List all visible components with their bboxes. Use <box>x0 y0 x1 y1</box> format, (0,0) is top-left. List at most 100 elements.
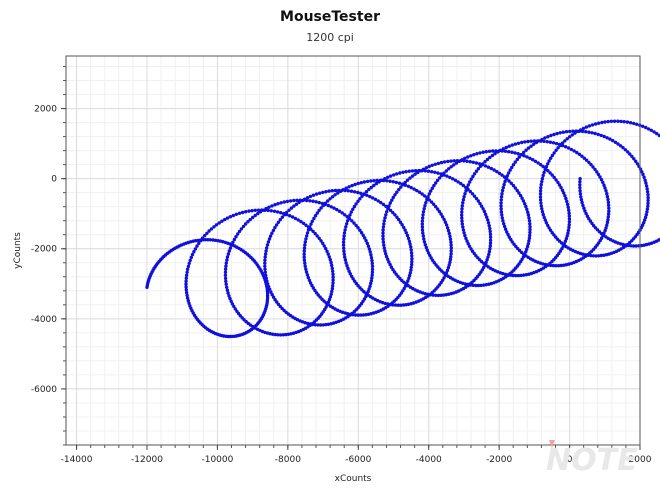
data-point <box>604 189 608 193</box>
data-point <box>396 303 400 307</box>
data-point <box>509 181 513 185</box>
data-point <box>644 184 649 188</box>
data-point <box>429 200 434 204</box>
data-point <box>567 217 572 221</box>
data-point <box>369 281 373 286</box>
data-point <box>386 302 390 306</box>
data-point <box>460 210 464 214</box>
data-point <box>439 212 443 216</box>
data-point <box>404 303 408 307</box>
x-tick-label: -12000 <box>131 455 163 465</box>
data-point <box>500 192 504 196</box>
data-point <box>510 165 514 170</box>
data-point <box>538 198 543 202</box>
data-point <box>346 189 350 193</box>
data-point <box>188 258 192 263</box>
data-point <box>566 205 570 209</box>
x-tick-label: -6000 <box>345 455 371 465</box>
data-point <box>263 264 267 268</box>
data-point <box>642 243 646 247</box>
data-point <box>268 332 272 336</box>
data-point <box>488 232 493 237</box>
data-point <box>630 154 634 159</box>
data-point <box>463 282 467 286</box>
data-point <box>602 183 606 187</box>
data-point <box>349 210 353 214</box>
data-point <box>465 186 469 190</box>
data-point <box>223 267 228 271</box>
data-point <box>646 204 650 208</box>
data-point <box>369 256 374 260</box>
data-point <box>184 288 188 292</box>
data-point <box>356 226 360 230</box>
data-point <box>422 237 426 241</box>
data-point <box>488 229 492 234</box>
data-point <box>461 225 465 229</box>
data-point <box>428 293 433 297</box>
data-point <box>472 172 477 176</box>
data-point <box>409 265 413 269</box>
data-point <box>507 150 511 154</box>
data-point <box>463 156 467 160</box>
data-point <box>460 216 464 220</box>
data-point <box>573 131 577 135</box>
data-point <box>430 170 434 174</box>
data-point <box>516 273 521 278</box>
data-point <box>370 261 374 266</box>
data-point <box>460 219 464 223</box>
data-point <box>646 195 650 200</box>
data-point <box>424 166 428 170</box>
data-point <box>449 246 453 250</box>
data-point <box>626 150 630 154</box>
data-point <box>434 181 438 185</box>
watermark-logo: NOTE <box>546 440 638 478</box>
data-point <box>560 143 565 148</box>
data-point <box>228 215 233 219</box>
data-point <box>447 231 451 236</box>
data-point <box>212 225 216 229</box>
data-point <box>398 171 402 175</box>
data-point <box>345 264 349 268</box>
x-tick-label: -2000 <box>486 455 512 465</box>
data-point <box>449 249 453 253</box>
data-point <box>275 210 280 214</box>
x-tick-label: 0 <box>567 455 573 465</box>
x-tick-label: -10000 <box>201 455 233 465</box>
data-point <box>578 177 582 181</box>
data-point <box>447 263 451 267</box>
data-point <box>485 157 490 162</box>
data-point <box>264 273 268 277</box>
data-point <box>542 170 546 175</box>
data-point <box>546 169 550 173</box>
data-point <box>426 195 430 199</box>
data-point <box>408 176 412 180</box>
data-point <box>224 261 228 265</box>
data-point <box>543 218 547 222</box>
data-point <box>425 248 429 252</box>
data-point <box>184 273 189 277</box>
data-point <box>587 217 591 221</box>
data-point <box>386 175 390 179</box>
data-point <box>499 207 503 211</box>
data-point <box>552 132 556 137</box>
data-point <box>333 193 337 197</box>
data-point <box>468 180 472 184</box>
data-point <box>408 242 412 246</box>
data-point <box>567 208 571 212</box>
data-point <box>261 208 265 212</box>
data-point <box>522 154 526 158</box>
data-point <box>462 195 466 199</box>
data-point <box>405 233 410 238</box>
data-point <box>441 293 446 297</box>
data-point <box>486 165 491 169</box>
data-point <box>452 159 456 163</box>
data-point <box>652 130 656 134</box>
data-point <box>460 207 464 211</box>
data-point <box>587 160 591 165</box>
data-point <box>534 140 539 145</box>
data-point <box>354 223 358 228</box>
data-point <box>197 241 201 246</box>
data-point <box>622 120 626 124</box>
data-point <box>294 330 298 335</box>
data-point <box>436 171 440 175</box>
